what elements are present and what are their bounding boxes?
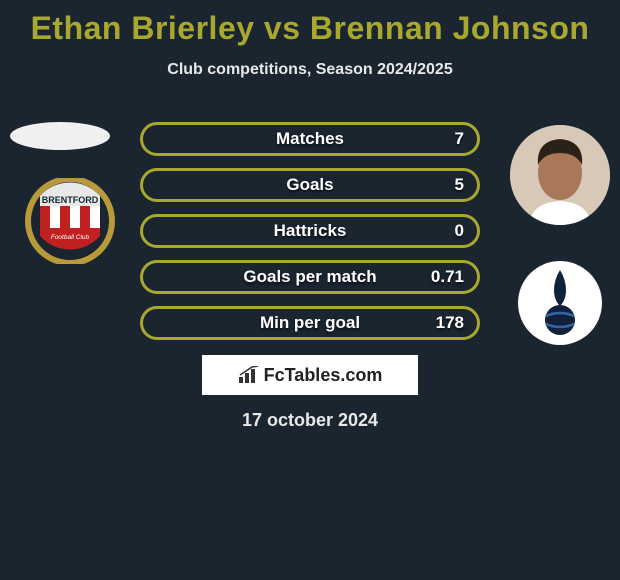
comparison-title: Ethan Brierley vs Brennan Johnson [0, 0, 620, 47]
stat-value: 5 [455, 168, 464, 202]
svg-text:BRENTFORD: BRENTFORD [42, 195, 99, 205]
stat-label: Goals [140, 168, 480, 202]
stat-row: Hattricks 0 [140, 214, 480, 248]
comparison-date: 17 october 2024 [0, 410, 620, 431]
svg-text:Football Club: Football Club [51, 234, 90, 241]
stat-value: 0.71 [431, 260, 464, 294]
stats-rows: Matches 7 Goals 5 Hattricks 0 Goals per … [140, 122, 480, 352]
tottenham-badge-icon [510, 260, 610, 346]
player-face-icon [510, 125, 610, 225]
left-player-placeholder [10, 122, 110, 150]
stat-row: Min per goal 178 [140, 306, 480, 340]
stat-label: Hattricks [140, 214, 480, 248]
stat-value: 7 [455, 122, 464, 156]
right-club-badge [510, 260, 610, 346]
comparison-subtitle: Club competitions, Season 2024/2025 [0, 61, 620, 79]
left-club-badge: BRENTFORD Football Club [18, 178, 122, 264]
stat-value: 178 [436, 306, 464, 340]
right-player-photo [510, 125, 610, 225]
stat-value: 0 [455, 214, 464, 248]
bars-icon [238, 366, 260, 384]
fctables-label: FcTables.com [264, 365, 383, 386]
brentford-badge-icon: BRENTFORD Football Club [18, 178, 122, 264]
stat-label: Min per goal [140, 306, 480, 340]
stat-label: Goals per match [140, 260, 480, 294]
stat-row: Goals 5 [140, 168, 480, 202]
stat-label: Matches [140, 122, 480, 156]
fctables-watermark: FcTables.com [202, 355, 418, 395]
stat-row: Matches 7 [140, 122, 480, 156]
stat-row: Goals per match 0.71 [140, 260, 480, 294]
